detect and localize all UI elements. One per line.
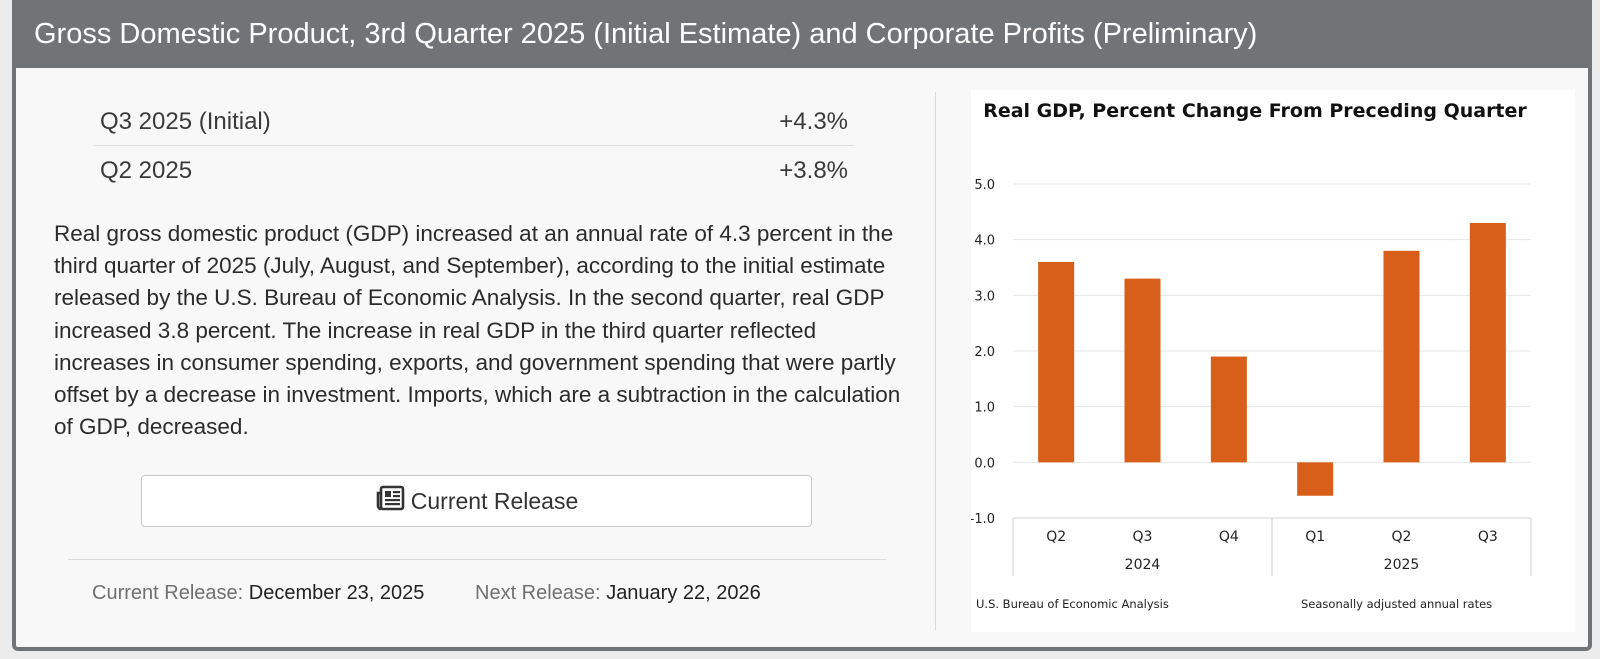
- bar: [1210, 356, 1247, 463]
- x-category-label: Q3: [1478, 529, 1498, 545]
- stat-label: Q2 2025: [100, 157, 193, 184]
- stat-value: +3.8%: [779, 157, 848, 184]
- chart-note: Seasonally adjusted annual rates: [1301, 597, 1492, 611]
- divider: [68, 559, 886, 560]
- current-release-date: December 23, 2025: [248, 582, 425, 604]
- release-description: Real gross domestic product (GDP) increa…: [54, 221, 901, 440]
- x-category-label: Q3: [1133, 529, 1153, 545]
- x-group-label: 2025: [1384, 557, 1420, 573]
- column-separator: [935, 92, 936, 630]
- gdp-chart: Real GDP, Percent Change From Preceding …: [971, 90, 1575, 632]
- stat-row-q2: Q2 2025 +3.8%: [94, 147, 854, 195]
- chart-title: Real GDP, Percent Change From Preceding …: [983, 100, 1527, 122]
- y-tick-label: 4.0: [974, 234, 995, 249]
- y-tick-label: 1.0: [974, 401, 995, 416]
- page-title: Gross Domestic Product, 3rd Quarter 2025…: [34, 18, 1258, 50]
- current-release-button[interactable]: Current Release: [141, 475, 812, 527]
- stat-value: +4.3%: [779, 107, 848, 135]
- stat-label: Q3 2025 (Initial): [100, 107, 271, 135]
- newspaper-icon: [375, 485, 411, 517]
- y-tick-label: 0.0: [974, 456, 995, 471]
- panel-header: Gross Domestic Product, 3rd Quarter 2025…: [16, 4, 1588, 68]
- chart-source: U.S. Bureau of Economic Analysis: [976, 597, 1169, 611]
- bar: [1469, 222, 1506, 463]
- gdp-chart-svg: Real GDP, Percent Change From Preceding …: [971, 100, 1532, 611]
- next-release-info: Next Release: January 22, 2026: [475, 582, 761, 605]
- y-tick-label: 3.0: [974, 289, 995, 304]
- current-release-info: Current Release: December 23, 2025: [92, 582, 424, 605]
- bar: [1124, 278, 1161, 463]
- bar: [1038, 261, 1075, 463]
- gdp-panel: Gross Domestic Product, 3rd Quarter 2025…: [12, 0, 1592, 651]
- y-tick-label: 2.0: [974, 345, 995, 360]
- x-category-label: Q2: [1392, 529, 1412, 545]
- x-category-label: Q4: [1219, 529, 1239, 545]
- current-release-info-label: Current Release:: [92, 582, 244, 604]
- current-release-label: Current Release: [410, 487, 579, 514]
- x-group-label: 2024: [1125, 557, 1161, 573]
- bar: [1383, 250, 1420, 463]
- stat-row-q3: Q3 2025 (Initial) +4.3%: [94, 98, 854, 146]
- next-release-info-label: Next Release:: [475, 582, 601, 604]
- y-tick-label: -1.0: [971, 512, 995, 527]
- bar: [1297, 462, 1334, 496]
- y-tick-label: 5.0: [974, 178, 995, 193]
- x-category-label: Q1: [1305, 529, 1325, 545]
- x-category-label: Q2: [1046, 529, 1066, 545]
- next-release-date: January 22, 2026: [606, 582, 761, 604]
